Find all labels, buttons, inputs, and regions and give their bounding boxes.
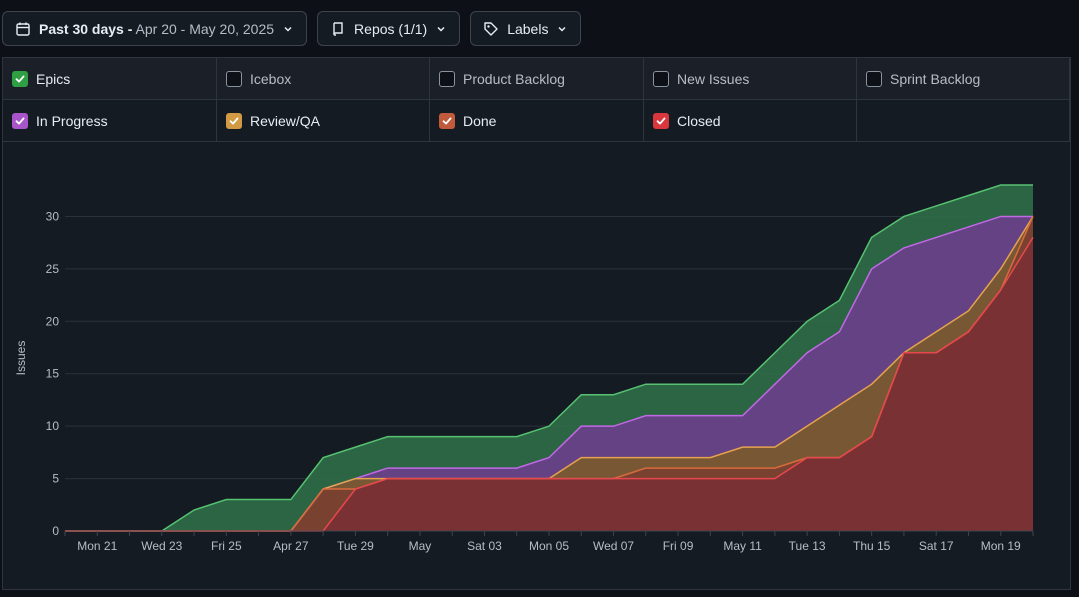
labels-label: Labels [507,20,549,37]
x-tick-label: Mon 19 [981,539,1021,553]
x-tick-label: Sat 17 [919,539,954,553]
x-tick-label: Fri 25 [211,539,242,553]
x-tick-label: Wed 23 [141,539,182,553]
legend-item-label: Done [463,112,497,129]
legend-item[interactable]: Review/QA [217,100,430,142]
x-tick-label: May 11 [723,539,762,553]
checkbox-icon[interactable] [226,70,242,87]
cumulative-flow-chart: 0 5 10 15 20 25 30 Issues Mon 21 Wed 23 Fri 25 Apr … [3,143,1070,589]
checkbox-checked-icon[interactable] [439,112,455,129]
tag-icon [483,21,499,37]
checkbox-checked-icon[interactable] [12,112,28,129]
repos-label: Repos (1/1) [354,20,428,37]
date-range-button[interactable]: Past 30 days - Apr 20 - May 20, 2025 [2,11,308,46]
series-area [65,237,1033,531]
legend-item[interactable]: Closed [644,100,857,142]
checkbox-icon[interactable] [653,70,669,87]
x-tick-label: Apr 27 [273,539,309,553]
x-tick-label: Tue 13 [789,539,826,553]
date-range-value: Apr 20 - May 20, 2025 [135,20,275,37]
legend-item[interactable]: Epics [3,58,217,100]
x-tick-label: Mon 05 [529,539,569,553]
checkbox-icon[interactable] [866,70,882,87]
legend-item-label: Epics [36,70,71,87]
legend-item[interactable]: Icebox [217,58,430,100]
toolbar: Past 30 days - Apr 20 - May 20, 2025 Rep… [2,11,582,48]
y-tick-label: 30 [46,209,60,223]
checkbox-checked-icon[interactable] [12,70,28,87]
x-tick-label: Sat 03 [467,539,502,553]
y-axis-label: Issues [14,341,28,376]
y-tick-label: 20 [46,314,60,328]
repo-icon [330,21,346,37]
x-tick-label: Wed 07 [593,539,634,553]
legend-item-label: New Issues [677,70,750,87]
y-tick-label: 5 [52,472,59,486]
x-tick-label: Mon 21 [77,539,117,553]
x-tick-label: May [409,539,432,553]
legend-empty-cell [857,100,1070,142]
legend-item-label: In Progress [36,112,108,129]
series-line [65,184,1033,532]
legend-item[interactable]: Done [430,100,644,142]
labels-button[interactable]: Labels [470,11,582,46]
checkbox-checked-icon[interactable] [226,112,242,129]
checkbox-checked-icon[interactable] [653,112,669,129]
x-tick-label: Fri 09 [663,539,694,553]
chart-panel: Epics Icebox Product Backlog New Issues Spri… [2,57,1071,590]
repos-button[interactable]: Repos (1/1) [317,11,461,46]
legend-item-label: Closed [677,112,721,129]
x-tick-label: Tue 29 [337,539,374,553]
legend-item[interactable]: Product Backlog [430,58,644,100]
chevron-down-icon [556,23,568,35]
series-area [65,216,1033,532]
chevron-down-icon [435,23,447,35]
date-range-label: Past 30 days - [39,20,133,37]
legend-item-label: Product Backlog [463,70,565,87]
legend-item[interactable]: Sprint Backlog [857,58,1070,100]
y-tick-label: 15 [46,367,60,381]
calendar-icon [15,21,31,37]
legend-item-label: Review/QA [250,112,321,129]
y-tick-label: 10 [46,419,60,433]
y-tick-label: 25 [46,262,60,276]
legend-item-label: Sprint Backlog [890,70,981,87]
status-legend: Epics Icebox Product Backlog New Issues Spri… [3,58,1070,142]
chevron-down-icon [282,23,294,35]
x-tick-label: Thu 15 [853,539,891,553]
legend-item[interactable]: In Progress [3,100,217,142]
legend-item[interactable]: New Issues [644,58,857,100]
checkbox-icon[interactable] [439,70,455,87]
chart-svg: 0 5 10 15 20 25 30 Issues Mon 21 Wed 23 Fri 25 Apr … [14,184,1034,553]
y-tick-label: 0 [52,524,59,538]
legend-item-label: Icebox [250,70,292,87]
